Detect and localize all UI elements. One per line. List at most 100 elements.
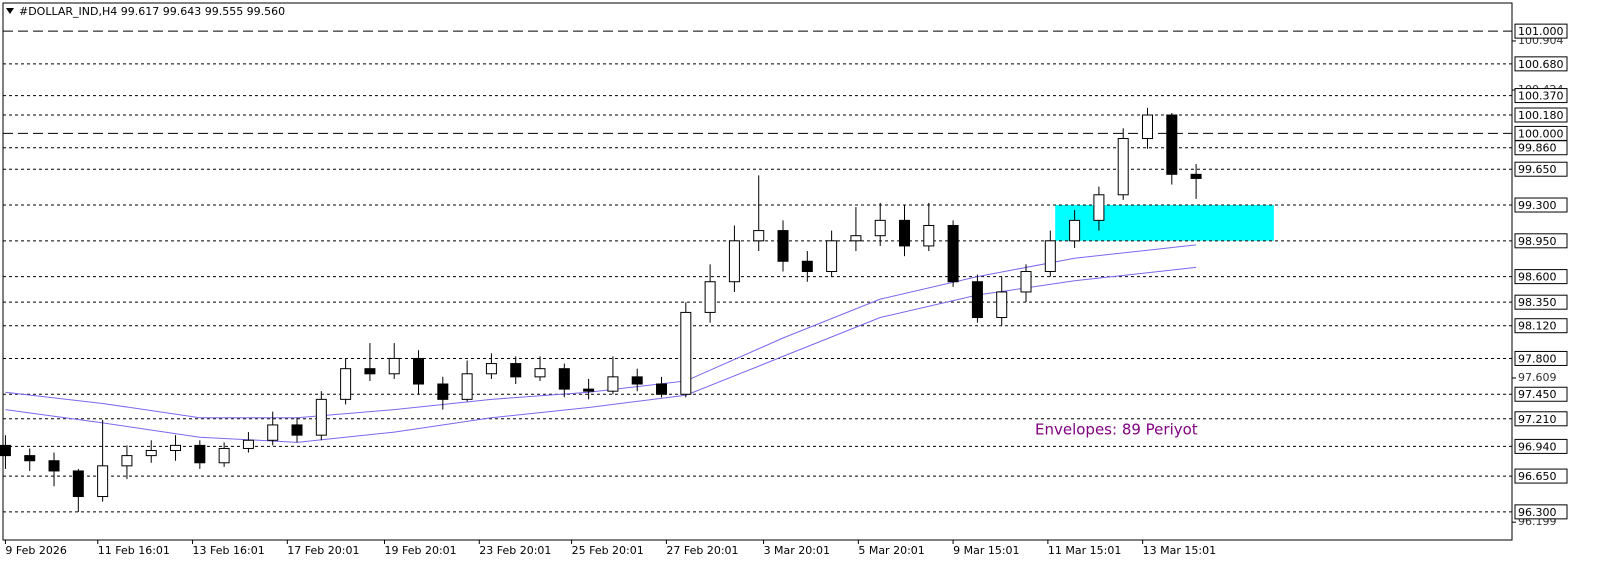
- level-label-box: [1514, 468, 1568, 484]
- candle-body: [583, 388, 595, 392]
- level-label: 97.450: [1518, 388, 1557, 401]
- candle-body: [0, 444, 11, 457]
- x-tick-label: 17 Feb 20:01: [287, 544, 359, 557]
- candle-body: [315, 398, 327, 436]
- level-label: 99.860: [1518, 142, 1557, 155]
- level-label-box: [1514, 233, 1568, 249]
- level-label: 98.600: [1518, 271, 1557, 284]
- level-label: 96.650: [1518, 470, 1557, 483]
- x-tick-label: 19 Feb 20:01: [385, 544, 457, 557]
- candle-body: [1190, 173, 1202, 179]
- candle-body: [437, 383, 449, 400]
- candle-body: [753, 230, 765, 242]
- x-tick-label: 27 Feb 20:01: [666, 544, 738, 557]
- level-label-box: [1514, 350, 1568, 366]
- candle-body: [1069, 219, 1081, 242]
- candle-body: [72, 470, 84, 498]
- plot-frame: [2, 2, 1513, 541]
- candle-body: [194, 444, 206, 464]
- x-tick-label: 11 Mar 15:01: [1048, 544, 1121, 557]
- level-label-box: [1514, 161, 1568, 177]
- chart-title: #DOLLAR_IND,H4 99.617 99.643 99.555 99.5…: [19, 5, 285, 18]
- x-tick-label: 13 Feb 16:01: [193, 544, 265, 557]
- level-label-box: [1514, 386, 1568, 402]
- level-label-box: [1514, 140, 1568, 156]
- level-label: 96.300: [1518, 506, 1557, 519]
- candle-body: [388, 357, 400, 375]
- candle-body: [874, 219, 886, 237]
- candle-body: [996, 291, 1008, 319]
- level-label-box: [1514, 438, 1568, 454]
- annotation: Envelopes: 89 Periyot: [1035, 421, 1198, 439]
- candle-body: [631, 376, 643, 385]
- level-label: 97.210: [1518, 413, 1557, 426]
- x-tick-label: 9 Mar 15:01: [953, 544, 1019, 557]
- level-label: 98.950: [1518, 235, 1557, 248]
- candle-body: [1093, 194, 1105, 221]
- candle-body: [1044, 240, 1056, 272]
- level-label: 100.680: [1518, 58, 1564, 71]
- candle-body: [850, 235, 862, 242]
- level-label-box: [1514, 504, 1568, 520]
- candle-body: [534, 368, 546, 378]
- level-label-box: [1514, 56, 1568, 72]
- x-tick-label: 23 Feb 20:01: [479, 544, 551, 557]
- level-label: 97.800: [1518, 352, 1557, 365]
- level-label: 100.000: [1518, 127, 1564, 140]
- candle-body: [218, 447, 230, 464]
- candle-body: [121, 455, 133, 467]
- zone: [1055, 205, 1274, 241]
- candle-body: [242, 439, 254, 449]
- level-label: 99.300: [1518, 199, 1557, 212]
- x-tick-label: 11 Feb 16:01: [98, 544, 170, 557]
- candle-body: [340, 368, 352, 400]
- level-label: 98.120: [1518, 320, 1557, 333]
- level-label-box: [1514, 269, 1568, 285]
- candle-body: [267, 424, 279, 441]
- level-label-box: [1514, 294, 1568, 310]
- candle-body: [656, 383, 668, 395]
- candle-body: [461, 373, 473, 400]
- candle-body: [413, 357, 425, 385]
- candle-body: [510, 363, 522, 378]
- level-label-box: [1514, 107, 1568, 123]
- candle-body: [97, 465, 109, 498]
- level-label-box: [1514, 197, 1568, 213]
- candle-body: [24, 455, 36, 462]
- level-label-box: [1514, 88, 1568, 104]
- candle-body: [728, 240, 740, 283]
- x-tick-label: 13 Mar 15:01: [1143, 544, 1216, 557]
- candle-body: [923, 224, 935, 247]
- candle-body: [48, 460, 60, 472]
- candle-body: [1142, 114, 1154, 140]
- level-label: 101.000: [1518, 25, 1564, 38]
- level-label: 100.370: [1518, 90, 1564, 103]
- candle-body: [170, 444, 182, 451]
- level-label-box: [1514, 23, 1568, 39]
- level-label: 100.180: [1518, 109, 1564, 122]
- candle-body: [971, 281, 983, 319]
- candle-body: [558, 368, 570, 390]
- x-tick-label: 25 Feb 20:01: [572, 544, 644, 557]
- x-tick-label: 5 Mar 20:01: [858, 544, 924, 557]
- candle-body: [145, 450, 157, 457]
- candle-body: [1117, 138, 1129, 196]
- candle-body: [680, 311, 692, 395]
- menu-arrow[interactable]: [6, 8, 14, 14]
- level-label: 98.350: [1518, 296, 1557, 309]
- level-label: 96.940: [1518, 440, 1557, 453]
- candle-body: [801, 260, 813, 272]
- candle-body: [947, 224, 959, 283]
- y-tick-label: 97.609: [1518, 371, 1557, 384]
- level-label-box: [1514, 411, 1568, 427]
- x-tick-label: 9 Feb 2026: [5, 544, 66, 557]
- candle-body: [1020, 271, 1032, 293]
- candle-body: [704, 281, 716, 313]
- candle-body: [826, 240, 838, 272]
- level-label: 99.650: [1518, 163, 1557, 176]
- candle-body: [364, 368, 376, 375]
- candle-body: [899, 219, 911, 247]
- candle-body: [777, 230, 789, 262]
- candle-body: [1166, 114, 1178, 175]
